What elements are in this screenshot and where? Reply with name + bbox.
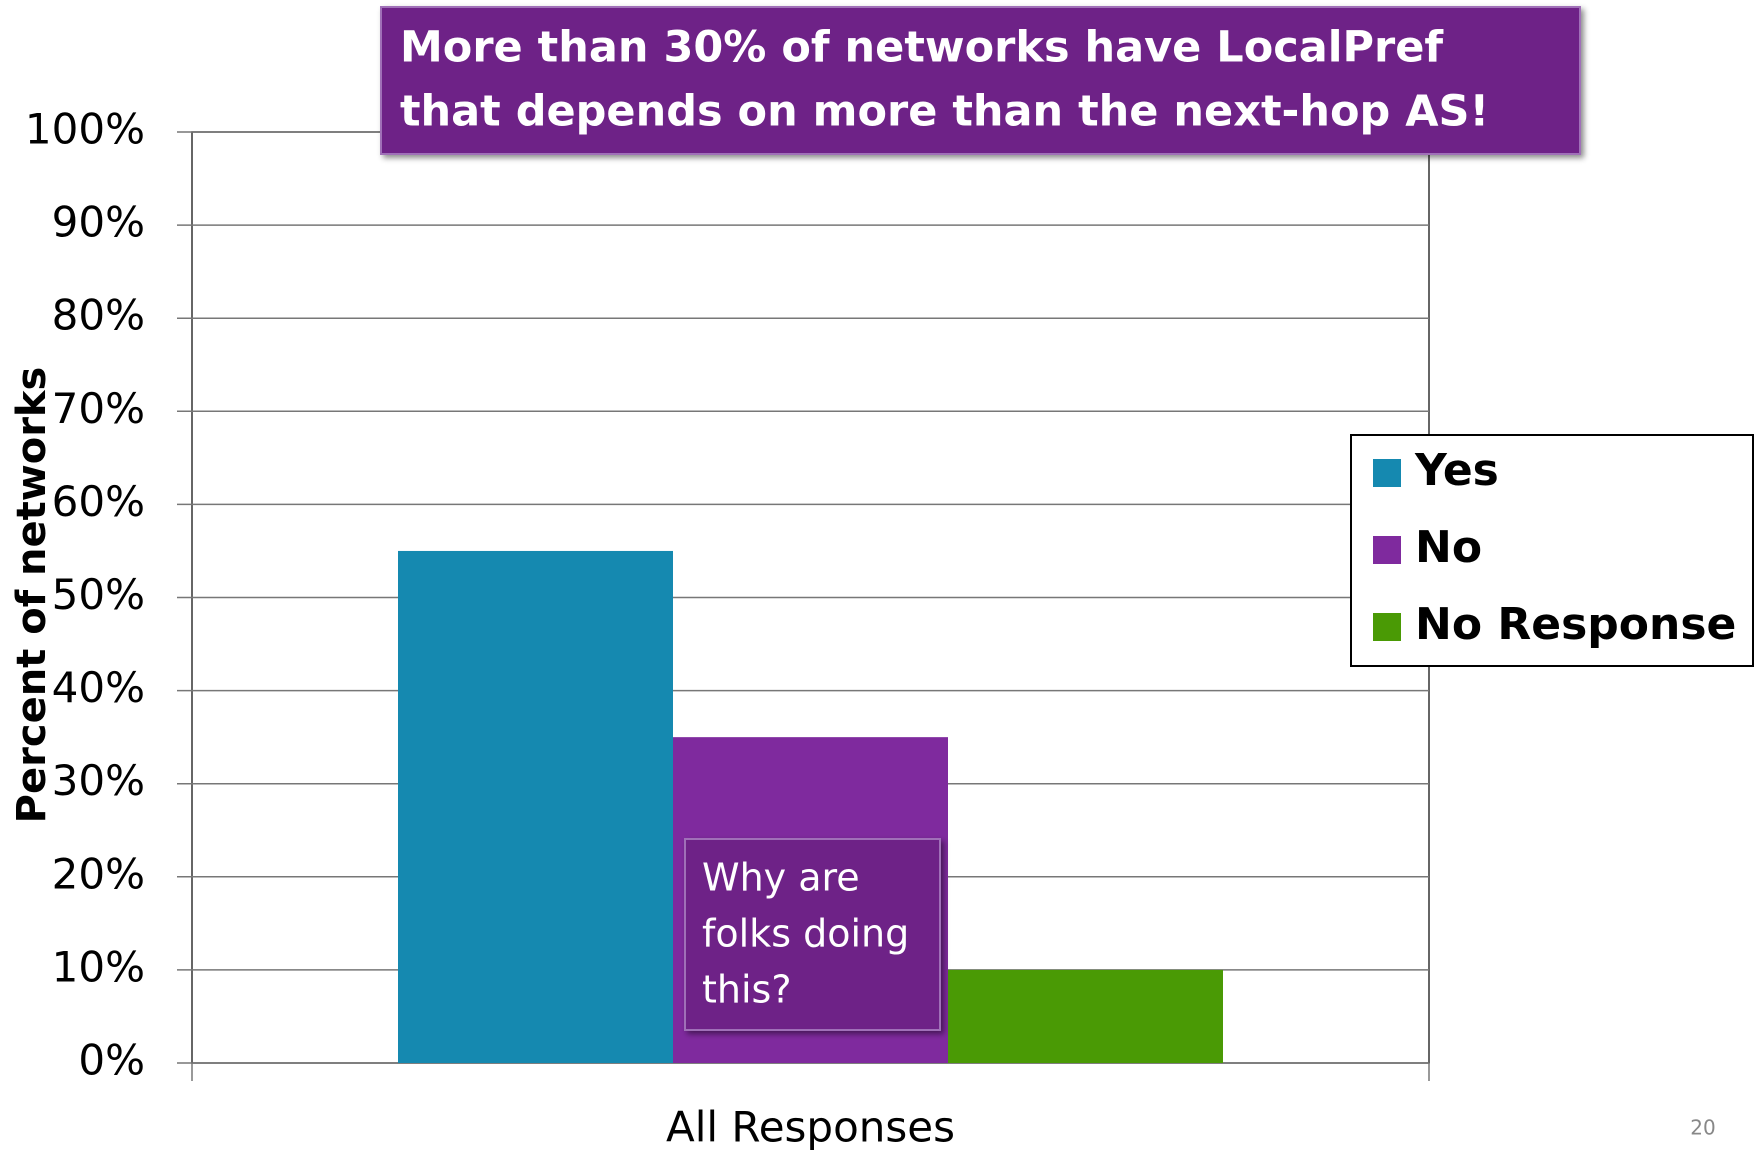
title-box — [380, 6, 1581, 155]
annotation: folks doing — [702, 912, 909, 956]
y-axis-label: Percent of networks — [9, 367, 55, 824]
x-tick-label: All Responses — [666, 1103, 955, 1152]
legend-swatch — [1373, 536, 1401, 564]
legend-label: Yes — [1414, 445, 1499, 496]
legend-swatch — [1373, 459, 1401, 487]
annotation: Why are — [702, 856, 860, 900]
bar — [398, 550, 673, 1063]
y-tick-label: 100% — [25, 105, 145, 154]
y-tick-label: 30% — [52, 756, 145, 805]
legend-label: No Response — [1415, 599, 1736, 650]
annotation: this? — [702, 968, 792, 1012]
legend-swatch — [1373, 613, 1401, 641]
y-tick-label: 60% — [52, 477, 145, 526]
y-tick-label: 20% — [52, 849, 145, 898]
chart-title: that depends on more than the next-hop A… — [400, 87, 1489, 137]
y-tick-label: 50% — [52, 570, 145, 619]
bar — [948, 969, 1223, 1063]
y-tick-label: 80% — [52, 291, 145, 340]
y-tick-label: 0% — [78, 1036, 145, 1085]
legend-box — [1350, 434, 1754, 667]
y-tick-label: 40% — [52, 663, 145, 712]
y-tick-label: 70% — [52, 384, 145, 433]
annotation-box — [684, 838, 941, 1031]
y-tick-label: 90% — [52, 198, 145, 247]
legend-label: No — [1415, 522, 1482, 573]
chart-title: More than 30% of networks have LocalPref — [400, 23, 1444, 73]
y-tick-label: 10% — [52, 942, 145, 991]
page-number: 20 — [1690, 1116, 1715, 1140]
